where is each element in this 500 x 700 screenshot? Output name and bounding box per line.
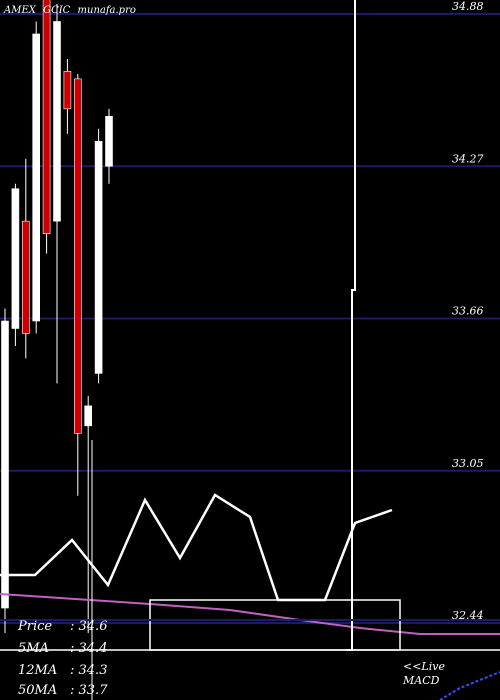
candle [42, 0, 51, 254]
y-tick-label: 33.05 [452, 457, 484, 470]
y-tick-label: 34.88 [452, 0, 484, 13]
ma5-readout: 5MA: 34.4 [18, 641, 107, 656]
y-tick-label: 34.27 [452, 152, 484, 165]
candle-body [42, 0, 51, 234]
macd-line [439, 671, 500, 700]
macd-label: MACD [402, 674, 440, 687]
ma12-readout: 12MA: 34.3 [18, 663, 107, 678]
info-box: Price: 34.6 5MA: 34.4 12MA: 34.3 50MA: 3… [17, 619, 108, 698]
candle-body [32, 33, 41, 322]
candle [94, 128, 103, 384]
candle-body [94, 140, 103, 374]
candle-body [1, 320, 9, 609]
candle-body [74, 78, 82, 434]
candle-body [53, 21, 61, 222]
candle [32, 21, 41, 334]
moving-average-line [0, 593, 500, 635]
candle [1, 308, 9, 633]
chart-title: AMEX GCIC munafa.pro [3, 5, 136, 16]
candle [105, 108, 113, 184]
candles [1, 0, 113, 633]
indicator-line [0, 493, 393, 602]
candle [84, 395, 92, 633]
candle [21, 158, 30, 359]
live-label[interactable]: <<Live [403, 660, 445, 673]
ma50-readout: 50MA: 33.7 [18, 683, 108, 698]
candle-body [84, 405, 92, 427]
y-tick-label: 32.44 [452, 609, 484, 622]
price-readout: Price: 34.6 [17, 619, 107, 634]
candle-body [63, 71, 72, 110]
candle [74, 73, 82, 496]
y-axis-labels: 34.88 34.27 33.66 33.05 32.44 [452, 0, 484, 622]
candle [11, 183, 20, 346]
vertical-volume-line [347, 0, 356, 651]
candle-body [11, 188, 20, 329]
y-tick-label: 33.66 [452, 305, 484, 318]
candle-body [105, 116, 113, 167]
candle [63, 58, 72, 134]
price-grid [0, 13, 500, 624]
candle [53, 4, 61, 384]
candle-body [21, 220, 30, 334]
